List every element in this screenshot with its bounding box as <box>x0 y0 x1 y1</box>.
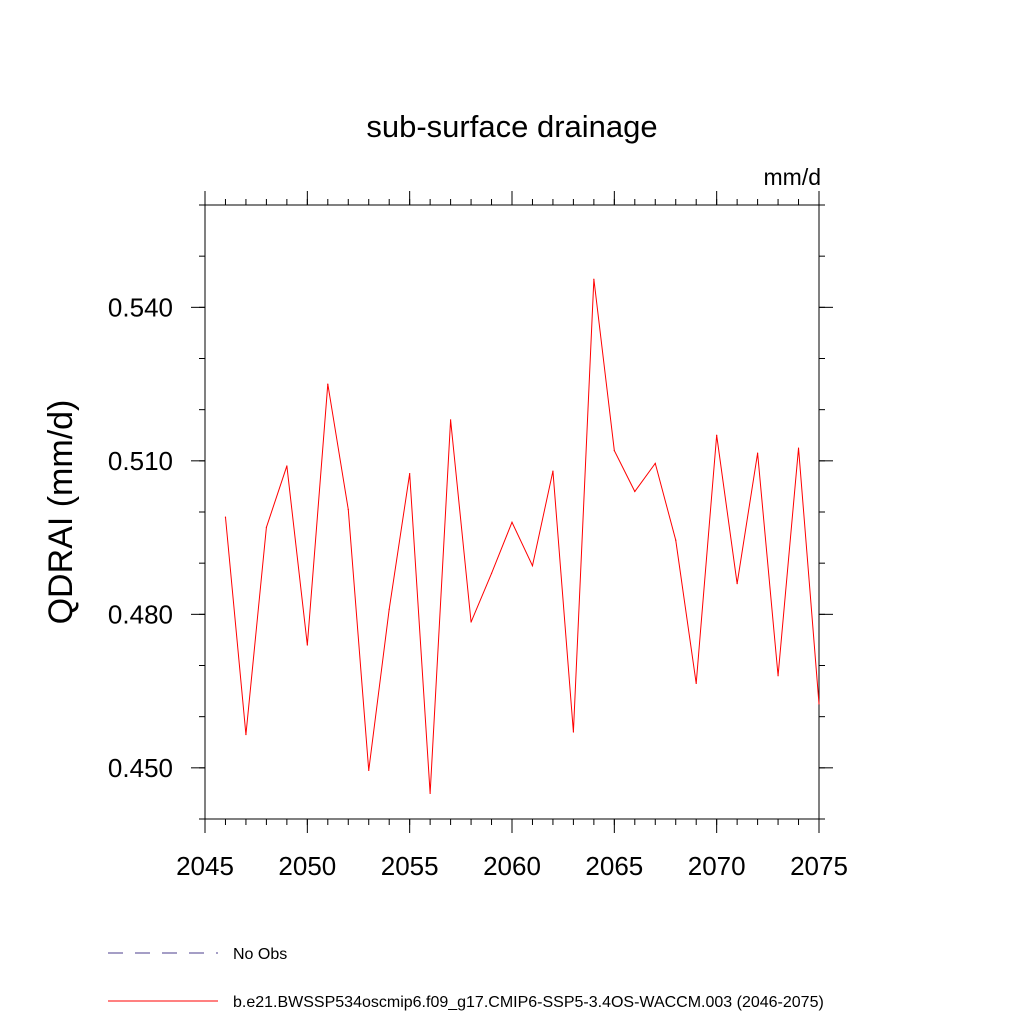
axis-ticks <box>191 191 833 833</box>
data-point <box>716 434 718 436</box>
units-label: mm/d <box>764 164 822 190</box>
data-point <box>224 516 227 518</box>
data-point <box>511 521 513 523</box>
data-point <box>409 473 411 475</box>
data-point <box>490 572 493 575</box>
data-point <box>286 465 288 467</box>
data-point <box>695 682 697 685</box>
data-point <box>634 490 636 493</box>
y-tick-label: 0.480 <box>108 599 173 629</box>
data-point <box>777 675 779 677</box>
data-point <box>797 447 800 449</box>
y-tick-label: 0.540 <box>108 292 173 322</box>
data-point <box>675 539 677 541</box>
series-line <box>224 279 820 794</box>
legend: No Obs b.e21.BWSSP534oscmip6.f09_g17.CMI… <box>108 946 824 1011</box>
data-point <box>388 608 390 610</box>
x-tick-label: 2045 <box>176 851 234 881</box>
data-point <box>572 731 575 733</box>
data-point <box>552 470 554 472</box>
x-tick-label: 2065 <box>585 851 643 881</box>
x-tick-label: 2070 <box>688 851 746 881</box>
data-point <box>450 419 452 421</box>
plot-frame <box>204 204 820 820</box>
data-point <box>429 792 431 795</box>
legend-label-no-obs: No Obs <box>233 946 287 963</box>
data-point <box>818 703 820 705</box>
x-tick-label: 2060 <box>483 851 541 881</box>
data-point <box>613 450 615 452</box>
data-point <box>593 278 595 280</box>
data-point <box>531 565 534 567</box>
y-tick-label: 0.450 <box>108 753 173 783</box>
y-tick-label: 0.510 <box>108 446 173 476</box>
series-layer <box>224 278 820 795</box>
x-tick-label: 2055 <box>381 851 439 881</box>
legend-label-model: b.e21.BWSSP534oscmip6.f09_g17.CMIP6-SSP5… <box>233 994 824 1011</box>
data-point <box>245 733 247 736</box>
chart-title: sub-surface drainage <box>366 109 657 144</box>
data-point <box>347 508 349 511</box>
data-point <box>306 644 308 646</box>
data-point <box>654 462 656 464</box>
data-point <box>368 769 370 771</box>
data-point <box>470 621 472 623</box>
x-tick-label: 2075 <box>790 851 848 881</box>
data-point <box>327 383 329 385</box>
y-axis-label: QDRAI (mm/d) <box>42 400 80 625</box>
data-point <box>757 452 759 454</box>
x-tick-label: 2050 <box>278 851 336 881</box>
data-point <box>736 583 738 585</box>
data-point <box>265 526 267 528</box>
tick-labels: 2045 2050 2055 2060 2065 2070 2075 0.450 0.480 0.… <box>108 292 848 881</box>
